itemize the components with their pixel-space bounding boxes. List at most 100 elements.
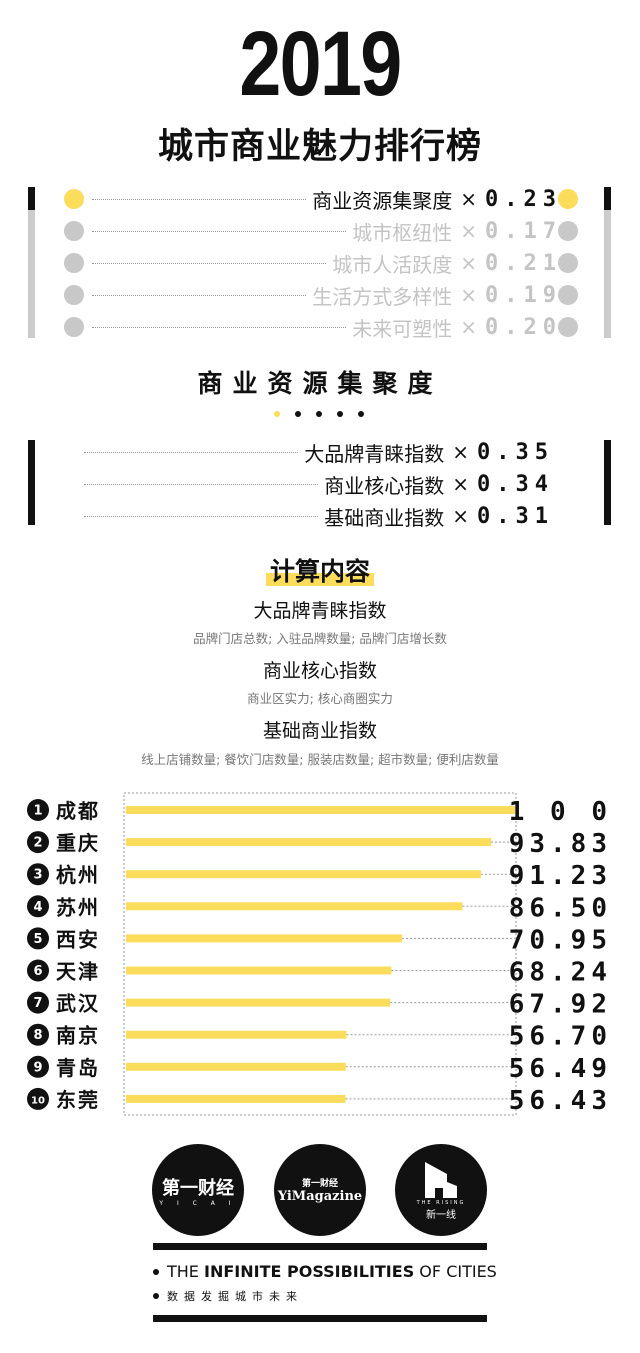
sub-weight-value: 0.34	[477, 471, 554, 497]
year-title: 2019	[239, 13, 402, 115]
sub-weight-row: 商业核心指数 × 0.34	[84, 471, 554, 498]
value-label: 56.70	[509, 1022, 612, 1052]
times-sign: ×	[460, 283, 478, 307]
tagline-bold: INFINITE POSSIBILITIES	[204, 1262, 415, 1281]
bar	[126, 1094, 346, 1103]
logo-sub: YiMagazine	[277, 1189, 363, 1204]
value-label: 67.92	[509, 990, 612, 1020]
weight-row[interactable]: 商业资源集聚度 × 0.23	[64, 186, 578, 213]
weight-row[interactable]: 城市人活跃度 × 0.21	[64, 250, 578, 277]
times-sign: ×	[452, 472, 470, 496]
rank-number: 10	[31, 1095, 45, 1106]
rank-number: 6	[33, 964, 42, 979]
weight-value: 0.17	[485, 218, 562, 244]
times-sign: ×	[460, 315, 478, 339]
logo-text: 新一线	[426, 1209, 456, 1221]
times-sign: ×	[460, 251, 478, 275]
rank-number: 3	[33, 868, 42, 883]
leader-line	[84, 483, 319, 485]
bullet-icon	[64, 253, 84, 273]
page-title: 城市商业魅力排行榜	[157, 127, 482, 167]
leader-line	[84, 451, 299, 453]
bullet-icon	[558, 221, 578, 241]
leader-line	[92, 230, 347, 232]
sub-weight-label: 基础商业指数	[324, 505, 445, 530]
section-title: 商业资源集聚度	[197, 369, 443, 398]
value-label: 86.50	[509, 893, 612, 923]
rank-badge	[27, 1055, 49, 1078]
sub-weight-row: 基础商业指数 × 0.31	[84, 503, 554, 530]
times-sign: ×	[460, 219, 478, 243]
calc-item-desc: 线上店铺数量; 餐饮门店数量; 服装店数量; 超市数量; 便利店数量	[141, 752, 499, 767]
bullet-icon	[558, 317, 578, 337]
bullet-icon	[64, 221, 84, 241]
leader-line	[92, 326, 347, 328]
left-indicator-track	[28, 210, 35, 338]
page-dot[interactable]	[337, 411, 343, 417]
tagline-cn: 数据发掘城市未来	[153, 1288, 303, 1304]
logo-yicai: 第一财经 Y I C A I	[152, 1144, 244, 1236]
rank-badge	[27, 799, 49, 821]
value-label: 56.49	[509, 1054, 612, 1084]
rank-number: 8	[33, 1028, 42, 1043]
left-indicator-active	[28, 187, 35, 210]
bar	[126, 966, 392, 975]
weight-row[interactable]: 未来可塑性 × 0.20	[64, 314, 578, 341]
bar	[126, 806, 515, 814]
page-dot[interactable]	[295, 411, 301, 417]
rank-badge	[27, 927, 49, 950]
bullet-icon	[64, 285, 84, 305]
leader-line	[92, 294, 307, 296]
building-icon	[425, 1161, 457, 1198]
rank-badge	[27, 959, 49, 982]
bar	[126, 902, 463, 911]
weight-label: 城市枢纽性	[352, 220, 453, 245]
city-label: 南京	[56, 1024, 100, 1048]
rank-number: 1	[33, 804, 42, 819]
bar	[126, 870, 481, 879]
logo-xinyixian: THE RISING 新一线	[395, 1144, 487, 1236]
weight-value: 0.19	[485, 282, 562, 308]
bar	[126, 838, 491, 847]
leader-line	[84, 515, 319, 517]
divider	[153, 1315, 487, 1322]
bar	[126, 998, 391, 1007]
calc-item-name: 商业核心指数	[262, 660, 377, 682]
weight-value: 0.20	[485, 314, 562, 340]
page-dot[interactable]	[274, 411, 280, 417]
value-label: 93.83	[509, 829, 612, 859]
bullet-icon	[64, 189, 84, 209]
sub-weight-label: 商业核心指数	[324, 473, 445, 498]
rank-number: 9	[33, 1060, 42, 1075]
bar	[126, 1030, 347, 1039]
bar	[126, 1062, 346, 1071]
calc-title-text: 计算内容	[265, 557, 374, 586]
calc-title: 计算内容	[0, 552, 640, 588]
logo-text: 第一财经	[301, 1179, 338, 1189]
value-label: 70.95	[509, 925, 612, 955]
leader-line	[92, 262, 327, 264]
city-label: 青岛	[56, 1056, 100, 1080]
city-label: 成都	[56, 799, 100, 823]
rank-number: 4	[33, 900, 42, 915]
chart-frame	[123, 792, 517, 1116]
value-label: 68.24	[509, 958, 612, 988]
weight-value: 0.23	[485, 186, 562, 212]
right-indicator-active	[604, 187, 611, 210]
bullet-icon	[558, 253, 578, 273]
divider	[153, 1243, 487, 1250]
weight-row[interactable]: 城市枢纽性 × 0.17	[64, 218, 578, 245]
weight-label: 生活方式多样性	[312, 284, 453, 309]
rank-badge	[27, 895, 49, 918]
left-sub-indicator	[28, 440, 35, 525]
logo-sub: THE RISING	[416, 1199, 466, 1206]
page-dot[interactable]	[358, 411, 364, 417]
sub-weight-label: 大品牌青睐指数	[304, 441, 445, 466]
rank-badge	[27, 863, 49, 886]
leader-line	[92, 198, 307, 200]
page-dot[interactable]	[316, 411, 322, 417]
sub-weight-value: 0.35	[477, 439, 554, 465]
weight-row[interactable]: 生活方式多样性 × 0.19	[64, 282, 578, 309]
city-label: 武汉	[56, 992, 100, 1016]
weight-value: 0.21	[485, 250, 562, 276]
